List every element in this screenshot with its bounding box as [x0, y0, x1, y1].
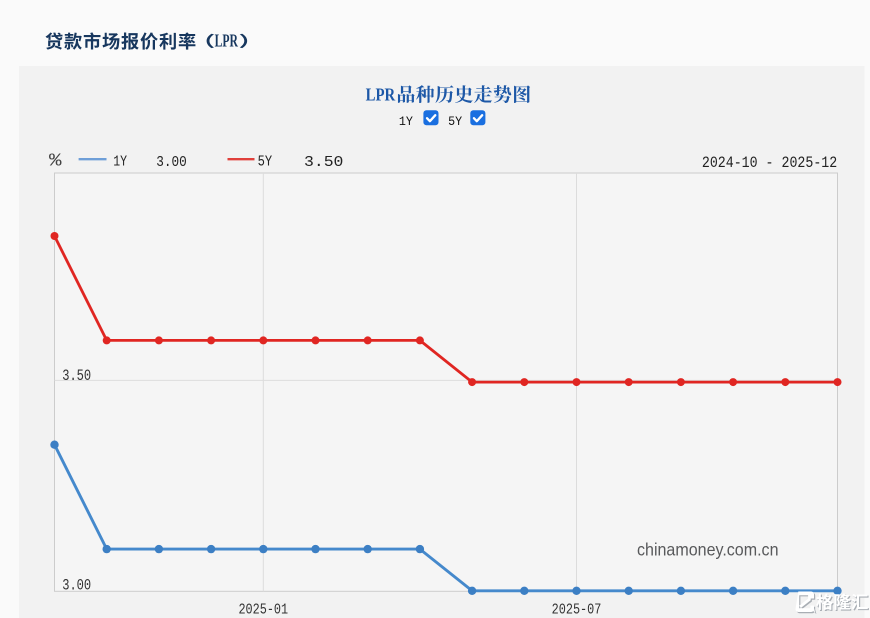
svg-text:3.50: 3.50	[62, 367, 91, 385]
svg-text:2024-10 - 2025-12: 2024-10 - 2025-12	[702, 154, 837, 172]
svg-text:3.50: 3.50	[304, 153, 343, 171]
svg-text:5Y: 5Y	[258, 153, 273, 171]
svg-text:1Y: 1Y	[113, 153, 127, 171]
svg-text:3.00: 3.00	[62, 577, 91, 595]
svg-text:LPR: LPR	[215, 30, 239, 50]
svg-text:2025-01: 2025-01	[238, 600, 288, 618]
svg-text:chinamoney.com.cn: chinamoney.com.cn	[637, 540, 779, 560]
svg-text:LPR: LPR	[366, 84, 396, 104]
svg-text:2025-07: 2025-07	[552, 600, 602, 618]
svg-text:%: %	[49, 152, 62, 172]
svg-text:3.00: 3.00	[156, 153, 187, 171]
svg-text:5Y: 5Y	[448, 115, 462, 129]
svg-text:1Y: 1Y	[399, 115, 414, 129]
